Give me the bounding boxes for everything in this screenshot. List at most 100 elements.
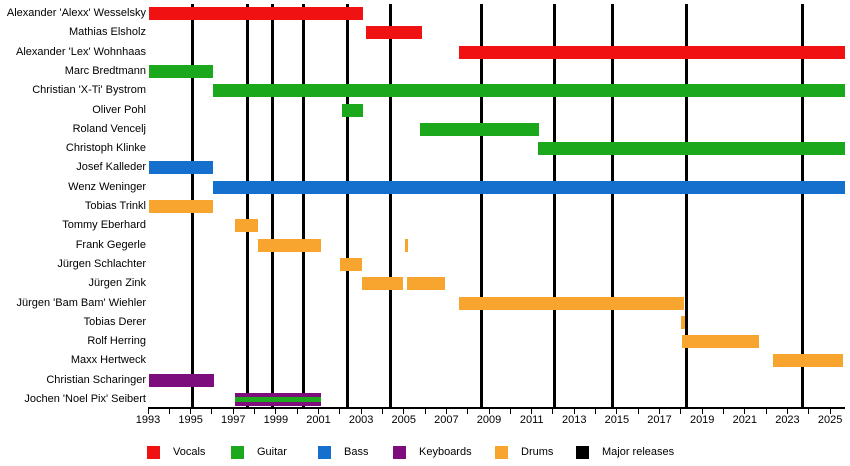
axis-tick <box>275 409 277 414</box>
x-axis-line <box>148 407 845 409</box>
release-line <box>245 4 249 408</box>
axis-tick <box>723 409 724 414</box>
axis-tick <box>595 409 597 414</box>
release-line <box>684 4 688 408</box>
axis-tick <box>659 409 661 414</box>
release-line <box>389 4 393 408</box>
member-label: Jürgen Zink <box>88 277 146 290</box>
axis-tick-label: 2003 <box>348 414 374 426</box>
member-label: Tommy Eberhard <box>62 219 146 232</box>
release-line <box>552 4 556 408</box>
legend-swatch-releases <box>576 446 589 459</box>
legend-swatch-keyboards <box>393 446 406 459</box>
axis-tick-label: 1995 <box>178 414 203 426</box>
axis-tick-label: 2009 <box>476 414 502 426</box>
axis-tick-label: 2015 <box>604 414 630 426</box>
membership-bar <box>406 277 446 291</box>
axis-tick <box>147 409 149 414</box>
axis-tick <box>168 409 170 414</box>
axis-tick <box>637 409 639 414</box>
axis-tick <box>509 409 511 414</box>
release-line <box>302 4 306 408</box>
axis-tick <box>829 409 831 414</box>
member-label: Christian 'X-Ti' Bystrom <box>32 84 146 97</box>
axis-tick <box>403 409 405 414</box>
release-line <box>480 4 484 408</box>
axis-tick <box>467 409 469 414</box>
membership-bar <box>149 200 213 213</box>
member-label: Maxx Hertweck <box>70 354 146 367</box>
membership-bar <box>366 26 422 40</box>
axis-tick <box>765 409 767 414</box>
axis-tick-label: 2023 <box>775 414 800 426</box>
member-label: Josef Kalleder <box>76 161 146 174</box>
membership-bar <box>341 103 364 117</box>
axis-tick-label: 2019 <box>689 414 715 426</box>
axis-tick <box>190 409 192 414</box>
membership-bar <box>404 238 409 252</box>
member-label: Christian Scharinger <box>46 373 146 386</box>
axis-tick-label: 1997 <box>221 414 246 426</box>
membership-bar <box>149 7 364 20</box>
membership-bar <box>459 45 845 59</box>
member-label: Marc Bredtmann <box>64 64 146 77</box>
member-label: Mathias Elsholz <box>68 26 146 39</box>
axis-tick <box>531 409 533 414</box>
axis-tick <box>552 409 554 414</box>
member-label: Jürgen 'Bam Bam' Wiehler <box>16 296 146 309</box>
axis-tick-label: 1993 <box>135 414 161 426</box>
member-label: Jürgen Schlachter <box>57 257 146 270</box>
legend-swatch-guitar <box>231 446 244 459</box>
legend-label-releases: Major releases <box>602 446 675 458</box>
axis-tick <box>232 409 234 414</box>
legend-label-bass: Bass <box>344 446 369 458</box>
legend-swatch-drums <box>495 446 508 459</box>
axis-tick <box>488 409 490 414</box>
membership-bar <box>235 219 258 233</box>
membership-bar <box>681 335 759 349</box>
member-label: Alexander 'Alexx' Wesselsky <box>6 7 146 19</box>
membership-bar <box>149 373 215 387</box>
legend-label-vocals: Vocals <box>173 446 206 458</box>
member-label: Rolf Herring <box>87 335 146 348</box>
member-label: Frank Gegerle <box>75 238 146 251</box>
axis-tick <box>424 409 426 414</box>
membership-bar <box>149 64 213 78</box>
axis-tick <box>616 409 618 414</box>
release-line <box>271 4 275 408</box>
legend-label-keyboards: Keyboards <box>419 446 472 458</box>
membership-bar <box>419 122 540 136</box>
axis-tick <box>808 409 810 414</box>
legend-label-guitar: Guitar <box>257 446 287 458</box>
axis-tick-label: 2007 <box>434 414 459 426</box>
member-label: Christoph Klinke <box>65 142 146 155</box>
member-label: Wenz Weninger <box>68 180 146 193</box>
membership-bar <box>459 296 685 310</box>
membership-bar <box>213 180 845 194</box>
axis-tick <box>786 409 788 414</box>
release-line <box>800 4 804 408</box>
axis-tick-label: 2017 <box>647 414 672 426</box>
member-label: Roland Vencelj <box>72 122 146 135</box>
member-label: Tobias Derer <box>83 315 146 328</box>
membership-bar <box>538 142 845 156</box>
axis-tick <box>254 409 256 414</box>
member-label: Alexander 'Lex' Wohnhaas <box>16 45 146 58</box>
axis-tick-label: 2021 <box>732 414 758 426</box>
axis-tick-label: 2005 <box>391 414 417 426</box>
legend-swatch-bass <box>318 446 331 459</box>
legend-swatch-vocals <box>147 446 160 459</box>
membership-bar <box>339 257 363 271</box>
membership-bar <box>257 238 321 252</box>
axis-tick <box>211 409 213 414</box>
axis-tick-label: 2025 <box>817 414 843 426</box>
member-label: Tobias Trinkl <box>84 200 146 212</box>
legend-label-drums: Drums <box>521 446 554 458</box>
membership-bar <box>213 84 845 98</box>
membership-bar <box>680 315 685 329</box>
axis-tick <box>318 409 320 414</box>
membership-bar <box>149 161 213 175</box>
release-line <box>345 4 349 408</box>
axis-tick-label: 1999 <box>263 414 289 426</box>
